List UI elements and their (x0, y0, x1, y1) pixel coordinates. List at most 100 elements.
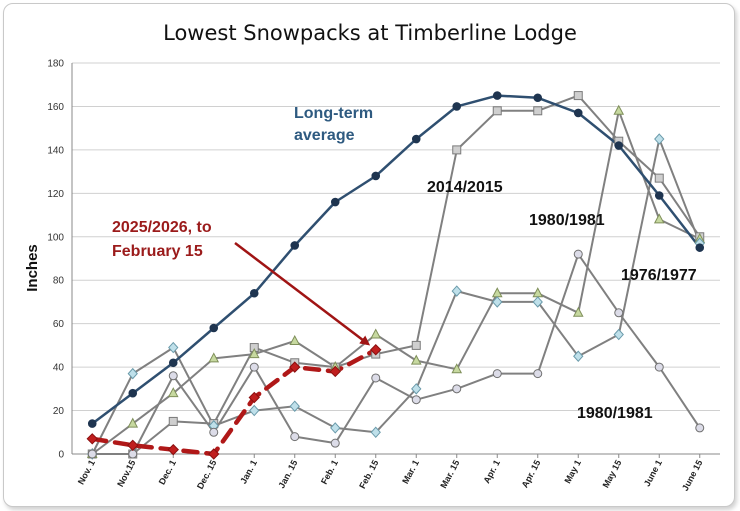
y-tick-label: 20 (53, 406, 65, 417)
point-marker (167, 387, 179, 398)
series-lines (90, 94, 701, 457)
annotations: Long-term average 2014/2015 1980/1981 1976/1… (112, 105, 697, 422)
point-marker (370, 328, 382, 339)
x-tick-label: May 15 (601, 458, 624, 489)
x-tick-label: June 15 (680, 458, 705, 492)
series-markers (86, 91, 706, 460)
point-marker (370, 426, 381, 439)
point-marker (248, 348, 260, 359)
point-marker (167, 443, 179, 456)
series-line (90, 347, 379, 457)
y-tick-label: 40 (53, 363, 65, 374)
y-tick-label: 100 (47, 232, 64, 243)
annotation-label: average (294, 127, 355, 144)
point-marker (654, 133, 665, 145)
annotation-label: 2014/2015 (427, 179, 503, 196)
point-marker (573, 249, 583, 259)
series-line (92, 253, 701, 455)
x-tick-label: Feb. 1 (319, 458, 340, 486)
point-marker (168, 371, 178, 381)
point-marker (330, 197, 340, 207)
x-tick-label: Nov. 1 (76, 458, 97, 486)
annotation-label: 2025/2026, to (112, 219, 212, 236)
x-tick-label: Mar. 1 (400, 458, 421, 485)
annotation-label: Long-term (294, 105, 373, 122)
point-marker (654, 191, 664, 200)
point-marker (128, 449, 138, 459)
point-marker (411, 395, 421, 405)
annotation-label: February 15 (112, 243, 203, 260)
annotation-label: 1976/1977 (621, 267, 697, 284)
y-tick-label: 180 (47, 59, 64, 70)
chart-frame (3, 3, 735, 507)
point-marker (614, 308, 624, 318)
point-marker (573, 91, 583, 101)
y-tick-label: 60 (53, 319, 65, 330)
series-line (91, 138, 701, 455)
y-tick-label: 0 (58, 450, 64, 461)
point-marker (127, 439, 139, 452)
series-markers-group (86, 344, 382, 460)
point-marker (209, 323, 219, 333)
point-marker (452, 384, 462, 394)
point-marker (127, 367, 138, 380)
series-markers-group (87, 249, 705, 459)
series-line (91, 94, 701, 425)
point-marker (290, 432, 300, 442)
point-marker (695, 423, 705, 433)
point-marker (613, 104, 625, 115)
x-tick-label: Feb. 15 (357, 458, 380, 490)
point-marker (289, 334, 301, 346)
point-marker (411, 383, 422, 395)
point-marker (289, 361, 301, 373)
point-marker (249, 404, 260, 417)
y-tick-label: 160 (47, 102, 64, 113)
point-marker (411, 340, 421, 350)
point-marker (573, 108, 583, 118)
annotation-arrow (234, 242, 371, 346)
point-marker (168, 341, 179, 354)
point-marker (613, 328, 624, 341)
point-marker (451, 363, 463, 374)
x-tick-label: Jan. 1 (238, 458, 259, 485)
x-tick-label: Nov.15 (115, 458, 137, 488)
point-marker (370, 344, 382, 356)
arrow-line (234, 242, 371, 346)
point-marker (492, 296, 503, 308)
series-line (91, 109, 701, 455)
point-marker (411, 134, 421, 144)
point-marker (492, 106, 502, 116)
point-marker (532, 296, 543, 308)
point-marker (492, 91, 502, 100)
x-tick-label: May 1 (562, 458, 583, 485)
point-marker (614, 141, 624, 150)
point-marker (533, 106, 543, 116)
point-marker (533, 369, 543, 379)
x-tick-label: Dec. 1 (157, 458, 178, 486)
x-tick-label: Apr. 1 (481, 458, 502, 485)
point-marker (87, 419, 97, 428)
point-marker (330, 438, 340, 448)
point-marker (249, 288, 259, 298)
point-marker (533, 93, 543, 103)
grid (72, 62, 720, 412)
point-marker (86, 433, 98, 445)
y-axis-label: Inches (24, 244, 41, 292)
point-marker (249, 362, 259, 372)
x-tick-label: Jan. 15 (276, 458, 299, 490)
chart-title: Lowest Snowpacks at Timberline Lodge (163, 21, 577, 45)
y-ticks: 0 20 40 60 80 100 120 140 160 180 (47, 59, 64, 461)
series-markers-group (87, 91, 705, 428)
point-marker (452, 145, 462, 155)
point-marker (492, 369, 502, 379)
x-ticks: Nov. 1 Nov.15 Dec. 1 Dec. 15 Jan. 1 Jan. 15 Fe… (76, 454, 705, 493)
point-marker (127, 417, 139, 428)
x-tick-label: June 1 (642, 458, 664, 488)
axes (71, 63, 720, 455)
series-line (92, 94, 701, 455)
point-marker (371, 171, 381, 181)
point-marker (87, 449, 97, 459)
point-marker (371, 373, 381, 383)
point-marker (654, 173, 664, 183)
